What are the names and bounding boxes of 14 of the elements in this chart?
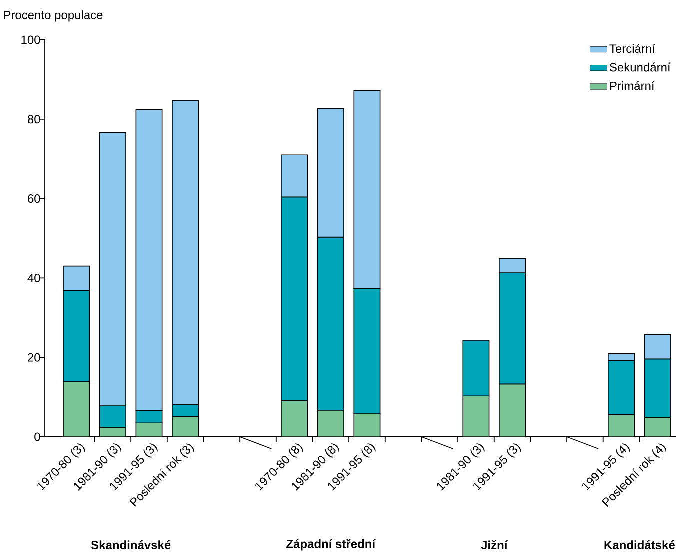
text: Západní střední [286,539,376,551]
y-axis-title: Procento populace [4,10,103,22]
y-tick-label: 20 [28,353,40,362]
text: Jižní [481,540,508,550]
text: Kandidátské [604,540,675,550]
text: Skandinávské [91,540,171,550]
legend-label: Terciární [610,44,656,54]
y-tick-label: 40 [28,274,40,282]
y-tick-label: 60 [28,194,40,204]
y-tick-label: 80 [28,115,40,124]
y-tick-label: 100 [22,36,40,44]
legend-label: Sekundární [610,62,671,72]
legend-label: Primární [610,81,655,90]
y-tick-label: 0 [34,432,40,442]
